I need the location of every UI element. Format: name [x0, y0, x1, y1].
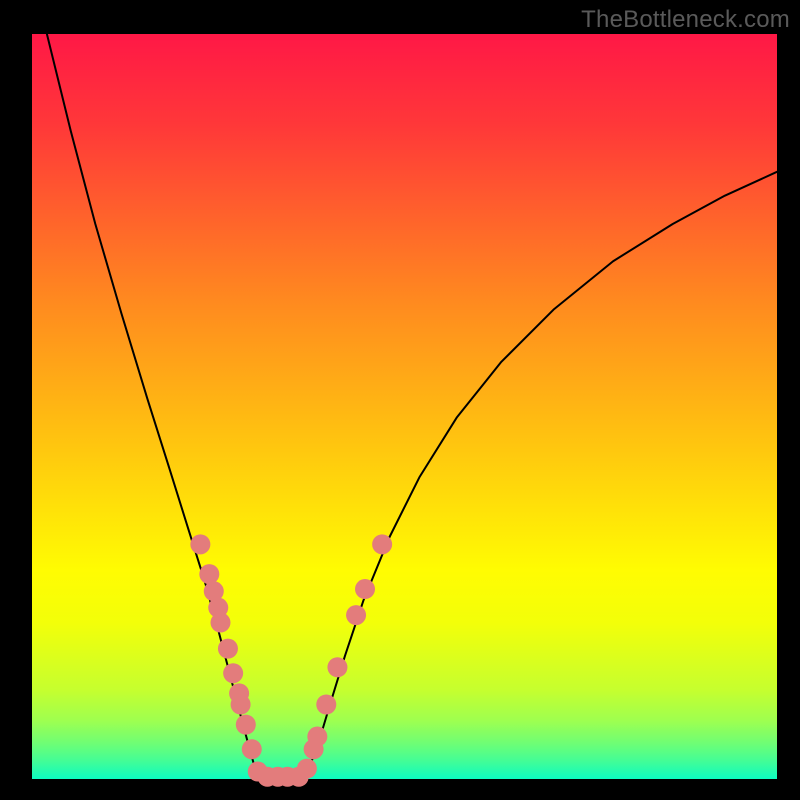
sample-dot	[372, 534, 392, 554]
sample-dot	[190, 534, 210, 554]
sample-dot	[307, 727, 327, 747]
sample-dot	[346, 605, 366, 625]
bottleneck-chart	[0, 0, 800, 800]
sample-dot	[327, 657, 347, 677]
sample-dot	[223, 663, 243, 683]
sample-dot	[210, 613, 230, 633]
sample-dot	[297, 759, 317, 779]
sample-dot	[242, 739, 262, 759]
sample-dot	[236, 715, 256, 735]
sample-dot	[355, 579, 375, 599]
sample-dot	[316, 695, 336, 715]
gradient-background	[32, 34, 777, 779]
sample-dot	[199, 564, 219, 584]
sample-dot	[218, 639, 238, 659]
outer-frame: TheBottleneck.com	[0, 0, 800, 800]
sample-dot	[231, 695, 251, 715]
